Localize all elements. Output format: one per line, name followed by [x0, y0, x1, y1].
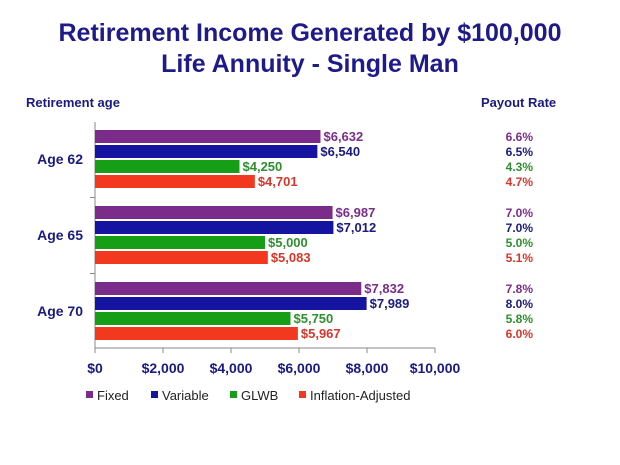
legend-label: Fixed: [97, 388, 129, 403]
payout-rate-value: 4.3%: [506, 160, 534, 174]
payout-rate-value: 7.0%: [506, 221, 534, 235]
bar: [95, 130, 321, 143]
payout-rate-value: 5.0%: [506, 236, 534, 250]
chart-title: Retirement Income Generated by $100,000 …: [0, 18, 620, 80]
payout-rate-value: 7.0%: [506, 206, 534, 220]
chart-title-line2: Life Annuity - Single Man: [161, 50, 459, 78]
x-tick-label: $8,000: [346, 360, 389, 376]
category-label: Age 70: [37, 303, 83, 319]
x-tick-label: $4,000: [210, 360, 253, 376]
bar: [95, 145, 318, 158]
bar-value-label: $6,987: [336, 205, 376, 220]
bar-value-label: $5,083: [271, 250, 311, 265]
legend-swatch: [299, 391, 306, 398]
bar-value-label: $5,967: [301, 326, 341, 341]
bar-value-label: $5,000: [268, 235, 308, 250]
payout-rate-value: 6.5%: [506, 145, 534, 159]
bar-value-label: $7,012: [336, 220, 376, 235]
bar-value-label: $4,701: [258, 174, 298, 189]
bar-value-label: $6,540: [320, 144, 360, 159]
payout-rate-value: 4.7%: [506, 175, 534, 189]
bar: [95, 206, 333, 219]
bar-value-label: $6,632: [323, 129, 363, 144]
legend-swatch: [151, 391, 158, 398]
chart-title-line1: Retirement Income Generated by $100,000: [58, 19, 562, 47]
bar-value-label: $5,750: [294, 311, 334, 326]
legend-label: GLWB: [241, 388, 278, 403]
payout-rate-header: Payout Rate: [481, 95, 557, 110]
bar: [95, 175, 255, 188]
bar: [95, 297, 367, 310]
payout-rate-value: 5.1%: [506, 251, 534, 265]
x-tick-label: $0: [87, 360, 103, 376]
legend-swatch: [230, 391, 237, 398]
x-tick-label: $2,000: [142, 360, 185, 376]
bar: [95, 236, 265, 249]
legend-label: Variable: [162, 388, 209, 403]
bar: [95, 221, 334, 234]
legend-swatch: [86, 391, 93, 398]
payout-rate-value: 8.0%: [506, 297, 534, 311]
payout-rate-value: 7.8%: [506, 282, 534, 296]
bar: [95, 312, 291, 325]
x-tick-label: $6,000: [278, 360, 321, 376]
legend-label: Inflation-Adjusted: [310, 388, 410, 403]
bar: [95, 327, 298, 340]
y-axis-label: Retirement age: [26, 95, 120, 110]
payout-rate-value: 5.8%: [506, 312, 534, 326]
bar: [95, 282, 362, 295]
category-label: Age 62: [37, 151, 83, 167]
bar-value-label: $7,832: [364, 281, 404, 296]
bar-value-label: $7,989: [370, 296, 410, 311]
payout-rate-value: 6.6%: [506, 130, 534, 144]
x-tick-label: $10,000: [410, 360, 461, 376]
bar: [95, 160, 240, 173]
bar: [95, 251, 268, 264]
payout-rate-value: 6.0%: [506, 327, 534, 341]
category-label: Age 65: [37, 227, 83, 243]
bar-value-label: $4,250: [243, 159, 283, 174]
